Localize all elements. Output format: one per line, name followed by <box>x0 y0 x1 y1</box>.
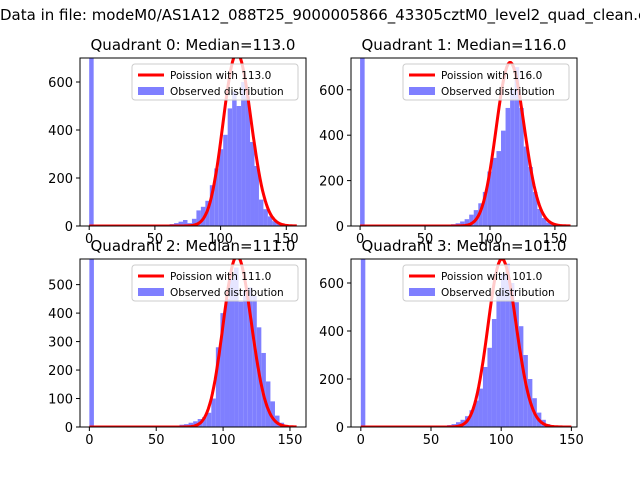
x-tick-label: 50 <box>148 433 165 448</box>
hist-bar <box>259 200 263 226</box>
subplot-title: Quadrant 3: Median=101.0 <box>362 237 567 255</box>
x-tick-label: 150 <box>559 433 584 448</box>
legend-label-observed: Observed distribution <box>441 86 555 98</box>
subplot-title: Quadrant 2: Median=111.0 <box>91 237 296 255</box>
x-tick-label: 150 <box>278 433 303 448</box>
legend: Poission with 111.0 Observed distribution <box>132 265 298 301</box>
y-tick-label: 0 <box>336 220 344 235</box>
y-tick-label: 500 <box>48 279 73 294</box>
hist-bar <box>492 158 497 226</box>
legend: Poission with 116.0 Observed distribution <box>403 64 569 100</box>
hist-bar <box>241 82 245 226</box>
legend-label-poisson: Poission with 101.0 <box>441 271 542 283</box>
y-tick-label: 600 <box>48 76 73 91</box>
hist-bar <box>496 293 500 427</box>
legend-label-poisson: Poission with 111.0 <box>170 271 271 283</box>
hist-bar <box>496 151 501 226</box>
y-tick-label: 600 <box>319 277 344 292</box>
x-tick-label: 100 <box>211 433 236 448</box>
hist-bar <box>250 142 254 226</box>
x-tick-label: 100 <box>489 433 514 448</box>
x-tick-label: 50 <box>423 433 440 448</box>
hist-bar <box>501 131 506 226</box>
hist-bar <box>492 319 496 427</box>
legend-label-observed: Observed distribution <box>170 287 284 299</box>
y-tick-label: 0 <box>65 421 73 436</box>
legend-bar-swatch <box>409 87 435 95</box>
subplot-title: Quadrant 1: Median=116.0 <box>362 36 567 54</box>
legend-bar-swatch <box>409 288 435 296</box>
y-tick-label: 200 <box>319 175 344 190</box>
y-tick-label: 200 <box>319 373 344 388</box>
legend-label-poisson: Poission with 116.0 <box>441 70 542 82</box>
legend: Poission with 101.0 Observed distribution <box>403 265 569 301</box>
hist-bar <box>487 348 491 427</box>
hist-bar <box>89 259 94 427</box>
y-tick-label: 600 <box>319 84 344 99</box>
y-tick-label: 400 <box>48 124 73 139</box>
y-tick-label: 200 <box>48 364 73 379</box>
y-tick-label: 300 <box>48 336 73 351</box>
hist-bar <box>223 135 227 226</box>
subplot-title: Quadrant 0: Median=113.0 <box>91 36 296 54</box>
hist-bar <box>225 299 230 427</box>
y-tick-label: 400 <box>48 307 73 322</box>
hist-bar <box>478 389 482 427</box>
y-tick-label: 0 <box>336 421 344 436</box>
figure-suptitle: Data in file: modeM0/AS1A12_088T25_90000… <box>0 6 640 24</box>
y-tick-label: 400 <box>319 129 344 144</box>
x-tick-label: 0 <box>357 433 365 448</box>
legend-label-observed: Observed distribution <box>441 287 555 299</box>
hist-bar <box>506 108 511 226</box>
hist-bar <box>243 290 248 427</box>
x-tick-label: 0 <box>85 433 93 448</box>
legend-label-observed: Observed distribution <box>170 86 284 98</box>
hist-bar <box>89 58 93 226</box>
y-tick-label: 200 <box>48 172 73 187</box>
hist-bar <box>211 399 216 427</box>
subplot-2: 0 50 100 150 0 100 200 300 400 500 Quadrant 2: Med… <box>48 237 306 448</box>
hist-bar <box>361 259 365 427</box>
hist-bar <box>510 90 515 226</box>
legend-bar-swatch <box>138 288 164 296</box>
hist-bar <box>232 92 236 226</box>
hist-bar <box>263 209 267 226</box>
hist-bar <box>483 367 487 427</box>
subplot-3: 0 50 100 150 0 200 400 600 Quadrant 3: Median=10… <box>319 237 584 448</box>
y-tick-label: 400 <box>319 325 344 340</box>
y-tick-label: 0 <box>65 220 73 235</box>
hist-bar <box>360 58 365 226</box>
hist-bar <box>228 108 232 226</box>
hist-bar <box>239 302 244 427</box>
hist-bar <box>237 106 241 226</box>
legend-bar-swatch <box>138 87 164 95</box>
legend: Poission with 113.0 Observed distribution <box>132 64 298 100</box>
y-tick-label: 100 <box>48 393 73 408</box>
legend-label-poisson: Poission with 113.0 <box>170 70 271 82</box>
